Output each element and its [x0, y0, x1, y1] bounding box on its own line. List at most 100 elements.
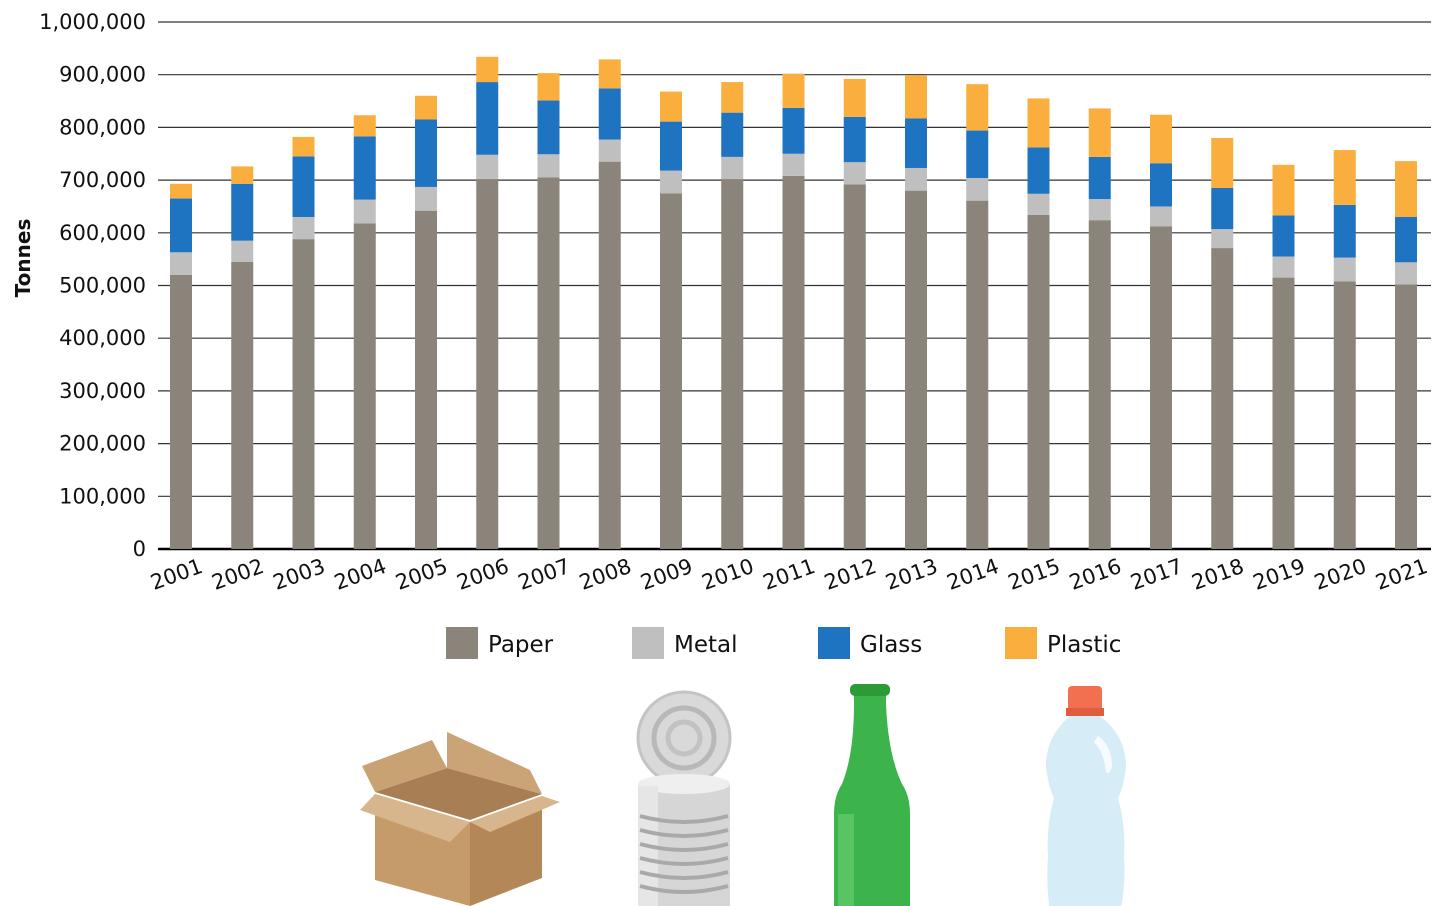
bar-glass-2011 [782, 107, 805, 154]
bar-glass-2012 [843, 116, 866, 163]
x-tick-label: 2009 [637, 554, 695, 595]
x-tick-label: 2003 [270, 554, 328, 595]
bar-paper-2004 [353, 223, 376, 549]
bar-metal-2009 [660, 170, 682, 194]
bar-glass-2006 [476, 82, 499, 155]
bar-metal-2016 [1088, 199, 1111, 221]
bar-plastic-2015 [1027, 98, 1050, 148]
bar-plastic-2021 [1395, 161, 1417, 217]
tin-can-icon [636, 690, 732, 906]
y-axis-title: Tonnes [11, 219, 35, 298]
bar-paper-2006 [476, 179, 499, 549]
x-tick-label: 2018 [1189, 554, 1247, 595]
bar-glass-2003 [292, 156, 315, 217]
bar-metal-2012 [843, 162, 866, 185]
bar-glass-2007 [537, 100, 560, 155]
bar-glass-2008 [598, 88, 621, 140]
bar-glass-2004 [353, 136, 376, 200]
bar-paper-2014 [966, 200, 989, 549]
bar-paper-2009 [660, 193, 682, 549]
bar-plastic-2017 [1150, 114, 1172, 164]
bar-metal-2008 [598, 139, 621, 162]
x-tick-label: 2002 [209, 554, 267, 595]
bar-metal-2013 [905, 167, 927, 191]
x-tick-label: 2005 [392, 554, 450, 595]
bar-glass-2016 [1088, 156, 1111, 200]
bar-metal-2019 [1272, 256, 1295, 278]
bar-plastic-2003 [292, 136, 315, 157]
y-tick-label: 300,000 [59, 379, 146, 403]
bar-glass-2009 [660, 121, 682, 171]
x-tick-label: 2019 [1250, 554, 1308, 595]
bar-metal-2006 [476, 154, 499, 180]
bar-metal-2021 [1395, 262, 1417, 285]
bar-paper-2015 [1027, 214, 1050, 549]
legend-item-plastic: Plastic [1005, 627, 1121, 659]
y-tick-label: 800,000 [59, 115, 146, 139]
bar-glass-2020 [1333, 204, 1356, 258]
bar-paper-2020 [1333, 281, 1356, 549]
bar-plastic-2011 [782, 73, 805, 108]
x-tick-label: 2021 [1372, 554, 1430, 595]
bar-plastic-2006 [476, 56, 499, 83]
x-tick-label: 2014 [944, 554, 1002, 595]
x-tick-label: 2017 [1127, 554, 1185, 595]
x-tick-label: 2004 [331, 554, 389, 595]
bar-plastic-2020 [1333, 150, 1356, 205]
bar-paper-2002 [231, 261, 254, 549]
x-tick-label: 2011 [760, 554, 818, 595]
cardboard-box-icon [360, 732, 560, 906]
x-tick-label: 2012 [821, 554, 879, 595]
bar-glass-2005 [415, 119, 437, 187]
legend-swatch [632, 627, 664, 659]
bar-paper-2001 [170, 274, 192, 549]
bar-plastic-2019 [1272, 164, 1295, 216]
bar-metal-2011 [782, 153, 805, 176]
legend-swatch [446, 627, 478, 659]
bar-metal-2018 [1211, 229, 1234, 249]
bar-paper-2012 [843, 184, 866, 550]
bar-plastic-2002 [231, 166, 254, 184]
bar-glass-2010 [721, 112, 744, 157]
y-tick-label: 1,000,000 [39, 10, 146, 34]
y-tick-label: 500,000 [59, 274, 146, 298]
y-tick-label: 900,000 [59, 63, 146, 87]
bar-paper-2017 [1150, 226, 1172, 549]
bar-glass-2018 [1211, 188, 1234, 230]
bar-paper-2019 [1272, 277, 1295, 549]
legend-label: Glass [860, 632, 922, 658]
legend-swatch [818, 627, 850, 659]
bar-paper-2005 [415, 210, 437, 549]
y-tick-label: 700,000 [59, 168, 146, 192]
bar-paper-2003 [292, 239, 315, 549]
legend-label: Plastic [1047, 632, 1121, 658]
bar-paper-2010 [721, 179, 744, 549]
x-tick-label: 2006 [454, 554, 512, 595]
bar-metal-2002 [231, 240, 254, 262]
bar-plastic-2005 [415, 95, 437, 120]
x-tick-label: 2016 [1066, 554, 1124, 595]
glass-bottle-icon [834, 684, 910, 906]
bar-plastic-2016 [1088, 108, 1111, 157]
bar-plastic-2012 [843, 78, 866, 117]
bar-glass-2013 [905, 118, 927, 168]
legend-label: Paper [488, 632, 554, 658]
bar-metal-2015 [1027, 193, 1050, 215]
y-tick-label: 400,000 [59, 326, 146, 350]
x-axis-ticks: 2001 2002 2003 2004 2005 2006 2007 2008 2009 2010… [147, 554, 1430, 595]
bar-plastic-2007 [537, 73, 560, 101]
legend-item-paper: Paper [446, 627, 554, 659]
legend-swatch [1005, 627, 1037, 659]
bar-glass-2017 [1150, 163, 1172, 207]
bar-paper-2021 [1395, 284, 1417, 549]
bar-paper-2011 [782, 175, 805, 549]
y-tick-label: 100,000 [59, 484, 146, 508]
bars [170, 56, 1417, 550]
bar-metal-2004 [353, 199, 376, 224]
bar-plastic-2009 [660, 91, 682, 122]
x-tick-label: 2015 [1005, 554, 1063, 595]
x-tick-label: 2013 [882, 554, 940, 595]
x-tick-label: 2008 [576, 554, 634, 595]
bar-plastic-2018 [1211, 137, 1234, 189]
